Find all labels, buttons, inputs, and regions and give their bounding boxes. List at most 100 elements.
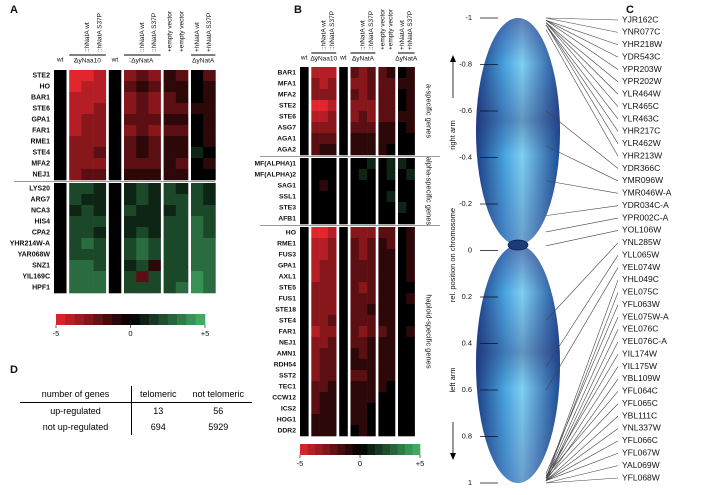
heat-cell — [124, 70, 137, 82]
gene-label: SNZ1 — [32, 262, 50, 269]
heat-cell — [398, 238, 407, 250]
gene-connector — [545, 205, 619, 216]
heat-cell — [300, 348, 309, 360]
heat-cell — [358, 359, 368, 371]
table-header: not telomeric — [184, 386, 253, 403]
gene-label: LYS20 — [29, 185, 50, 192]
heat-cell — [319, 122, 329, 134]
heat-cell — [311, 191, 320, 203]
colorbar-step — [56, 314, 66, 325]
heat-cell — [203, 271, 216, 283]
heat-cell — [339, 282, 348, 294]
heat-cell — [350, 180, 360, 192]
heat-cell — [300, 122, 309, 134]
heat-cell — [163, 271, 177, 283]
heat-cell — [367, 414, 376, 426]
heat-cell — [339, 381, 348, 393]
heat-cell — [398, 202, 407, 214]
gene-label: YHR218W — [622, 39, 662, 49]
heat-cell — [136, 158, 149, 170]
heat-cell — [327, 89, 337, 101]
heat-cell — [163, 103, 177, 115]
heat-cell — [327, 133, 337, 145]
gene-label: YMR096W — [622, 175, 663, 185]
telomere-table: number of genes telomeric not telomeric up… — [20, 386, 253, 435]
heat-cell — [406, 144, 415, 156]
heat-cell — [81, 271, 94, 283]
heat-cell — [148, 260, 161, 272]
colorbar-step — [83, 314, 94, 325]
gene-label: YHR214W-A — [10, 240, 50, 247]
group-label: ΔyNatA — [352, 56, 375, 63]
colorbar-step — [315, 444, 323, 455]
heat-cell — [367, 67, 376, 79]
heat-cell — [386, 260, 396, 272]
heat-cell — [148, 282, 161, 294]
table-cell: 56 — [213, 406, 224, 416]
heat-cell — [175, 282, 189, 294]
heat-cell — [378, 337, 387, 349]
heat-cell — [386, 282, 396, 294]
heat-cell — [398, 180, 407, 192]
heat-cell — [69, 194, 82, 206]
heat-cell — [358, 78, 368, 90]
heat-cell — [406, 180, 415, 192]
heat-cell — [386, 425, 396, 437]
heat-cell — [93, 205, 107, 217]
gene-label: YJR162C — [622, 14, 658, 24]
heat-cell — [300, 381, 309, 393]
gene-label: STE6 — [32, 105, 50, 112]
heat-cell — [358, 100, 368, 112]
heat-cell — [339, 315, 348, 327]
heat-cell — [124, 169, 137, 181]
heat-cell — [124, 260, 137, 272]
heat-cell — [386, 144, 396, 156]
heat-cell — [339, 169, 348, 181]
heat-cell — [81, 183, 94, 195]
colorbar-step — [390, 444, 398, 455]
gene-label: YDR034C-A — [622, 200, 669, 210]
heat-cell — [93, 70, 107, 82]
heat-cell — [339, 89, 348, 101]
heat-cell — [319, 191, 329, 203]
heat-cell — [350, 271, 360, 283]
heat-cell — [300, 249, 309, 261]
heat-cell — [378, 133, 387, 145]
heat-cell — [311, 249, 320, 261]
colorbar-step — [300, 444, 308, 455]
heat-cell — [54, 249, 67, 261]
heat-cell — [350, 191, 360, 203]
gene-label: YAL069W — [622, 460, 660, 470]
heat-cell — [406, 403, 415, 415]
heat-cell — [358, 293, 368, 305]
heat-cell — [386, 359, 396, 371]
heat-cell — [93, 194, 107, 206]
heat-cell — [203, 194, 216, 206]
gene-connector — [545, 391, 619, 477]
heat-cell — [163, 205, 177, 217]
heat-cell — [175, 103, 189, 115]
heat-cell — [327, 100, 337, 112]
heat-cell — [319, 249, 329, 261]
gene-label: YPR202W — [622, 76, 662, 86]
heat-cell — [327, 337, 337, 349]
heat-cell — [367, 169, 376, 181]
heat-cell — [406, 238, 415, 250]
heat-cell — [398, 370, 407, 382]
heat-cell — [386, 213, 396, 225]
gene-label: YEL076C — [622, 324, 658, 334]
heat-cell — [311, 337, 320, 349]
gene-connector — [545, 440, 619, 481]
heat-cell — [378, 381, 387, 393]
heat-cell — [319, 370, 329, 382]
heat-cell — [108, 205, 122, 217]
gene-label: BAR1 — [31, 94, 50, 101]
gene-label: ICS2 — [281, 405, 296, 412]
heat-cell — [350, 359, 360, 371]
heat-cell — [378, 326, 387, 338]
colorbar-label: -5 — [53, 329, 60, 338]
heat-cell — [378, 260, 387, 272]
heat-cell — [350, 381, 360, 393]
colorbar-step — [337, 444, 346, 455]
